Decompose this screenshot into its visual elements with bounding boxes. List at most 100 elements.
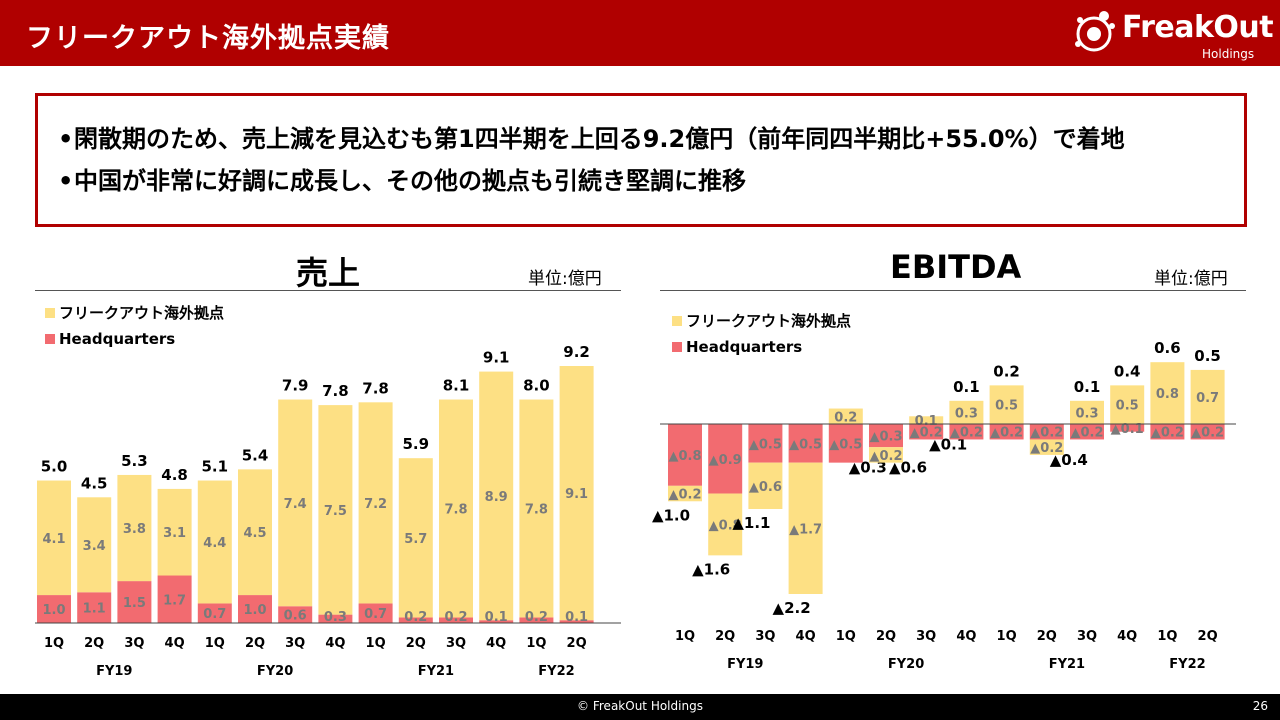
sales-label-overseas: 8.9 <box>485 490 508 505</box>
ebitda-tick-label: 4Q <box>1117 629 1137 644</box>
sales-bar-overseas <box>238 469 272 596</box>
ebitda-tick-label: 4Q <box>956 629 976 644</box>
freakout-logo: FreakOut Holdings <box>1072 6 1274 62</box>
ebitda-label-hq: ▲0.1 <box>1111 422 1144 437</box>
sales-tick-label: 1Q <box>44 636 64 651</box>
ebitda-bar-hq <box>949 424 984 440</box>
sales-tick-label: 4Q <box>165 636 185 651</box>
sales-label-overseas: 5.7 <box>404 532 427 547</box>
sales-tick-label: 2Q <box>406 636 426 651</box>
sales-unit-label: 単位:億円 <box>528 269 602 289</box>
sales-chart-title: 売上 <box>296 254 361 292</box>
sales-tick-label: 3Q <box>446 636 466 651</box>
sales-legend-overseas: フリークアウト海外拠点 <box>45 302 224 323</box>
ebitda-bar-overseas <box>989 385 1024 424</box>
sales-bar-hq <box>398 617 433 623</box>
ebitda-total-label: 0.1 <box>953 378 980 396</box>
sales-bar-hq <box>439 617 473 623</box>
sales-bar-overseas <box>439 399 473 618</box>
ebitda-total-label: 0.4 <box>1114 362 1141 380</box>
sales-total-label: 7.8 <box>362 379 389 397</box>
footer-bar: © FreakOut Holdings 26 <box>0 694 1280 720</box>
ebitda-label-hq: ▲0.9 <box>709 453 742 468</box>
sales-label-overseas: 9.1 <box>565 487 588 502</box>
ebitda-tick-label: 3Q <box>916 629 936 644</box>
logo-brand-text: FreakOut <box>1122 10 1274 45</box>
ebitda-bar-overseas <box>668 485 702 502</box>
sales-bar-overseas <box>117 474 152 582</box>
sales-total-label: 4.8 <box>161 466 188 484</box>
ebitda-total-label: ▲0.3 <box>849 459 887 477</box>
ebitda-tick-label: 2Q <box>1037 629 1057 644</box>
legend-swatch-hq <box>45 334 55 344</box>
sales-total-label: 8.1 <box>443 377 470 395</box>
ebitda-tick-label: 2Q <box>876 629 896 644</box>
ebitda-bar-hq <box>1070 424 1104 440</box>
sales-bar-overseas <box>559 366 594 621</box>
ebitda-tick-label: 3Q <box>1077 629 1097 644</box>
sales-bar-overseas <box>157 488 192 576</box>
sales-bar-overseas <box>398 458 433 618</box>
legend-swatch-overseas <box>672 315 682 326</box>
ebitda-total-label: ▲0.1 <box>929 435 967 453</box>
sales-total-label: 5.3 <box>121 452 148 470</box>
sales-label-hq: 0.3 <box>324 610 347 625</box>
ebitda-label-overseas: ▲0.8 <box>709 518 742 533</box>
ebitda-bar-hq <box>668 424 702 486</box>
sales-label-overseas: 3.4 <box>83 539 106 554</box>
page-number: 26 <box>1252 699 1268 713</box>
sales-label-hq: 0.2 <box>404 610 427 625</box>
sales-total-label: 5.0 <box>41 458 68 476</box>
sales-label-hq: 0.2 <box>525 610 548 625</box>
sales-bar-overseas <box>479 371 514 621</box>
sales-bar-hq <box>117 581 152 623</box>
ebitda-bar-overseas <box>1029 439 1064 455</box>
sales-tick-label: 3Q <box>124 636 144 651</box>
sales-bar-hq <box>37 595 71 623</box>
sales-total-label: 9.2 <box>563 343 590 361</box>
ebitda-bar-overseas <box>708 493 743 556</box>
ebitda-bar-overseas <box>909 416 944 424</box>
sales-label-overseas: 3.8 <box>123 522 146 537</box>
ebitda-total-label: 0.6 <box>1154 339 1181 357</box>
ebitda-bar-overseas <box>1110 385 1145 424</box>
page-title: フリークアウト海外拠点実績 <box>26 23 390 54</box>
ebitda-tick-label: 1Q <box>1157 629 1177 644</box>
ebitda-legend-overseas: フリークアウト海外拠点 <box>672 310 851 331</box>
ebitda-bar-hq <box>869 424 903 448</box>
sales-label-hq: 0.1 <box>565 610 588 625</box>
ebitda-label-overseas: 0.3 <box>1075 406 1098 421</box>
sales-label-overseas: 7.8 <box>444 502 467 517</box>
ebitda-total-label: 0.5 <box>1194 347 1221 365</box>
sales-tick-label: 3Q <box>285 636 305 651</box>
sales-label-overseas: 4.5 <box>243 526 266 541</box>
ebitda-bar-hq <box>788 424 823 463</box>
ebitda-label-hq: ▲0.2 <box>990 426 1023 441</box>
ebitda-total-label: ▲0.6 <box>889 459 927 477</box>
sales-fiscal-year-label: FY22 <box>538 664 574 679</box>
ebitda-total-label: ▲1.6 <box>692 560 730 578</box>
sales-legend-hq: Headquarters <box>45 330 175 348</box>
sales-total-label: 9.1 <box>483 349 510 367</box>
sales-bar-overseas <box>519 399 554 618</box>
ebitda-label-hq: ▲0.8 <box>668 449 701 464</box>
sales-bar-hq <box>197 603 232 623</box>
ebitda-bar-overseas <box>748 462 783 509</box>
ebitda-label-hq: ▲0.2 <box>1191 426 1224 441</box>
ebitda-label-hq: ▲0.5 <box>789 437 822 452</box>
ebitda-label-overseas: 0.5 <box>995 399 1018 414</box>
ebitda-tick-label: 3Q <box>755 629 775 644</box>
sales-total-label: 7.9 <box>282 377 309 395</box>
ebitda-label-overseas: 0.5 <box>1116 399 1139 414</box>
sales-bar-overseas <box>77 497 112 593</box>
sales-label-hq: 0.7 <box>364 607 387 622</box>
sales-label-overseas: 7.2 <box>364 497 387 512</box>
legend-swatch-hq <box>672 342 682 352</box>
sales-bar-hq <box>519 617 554 623</box>
ebitda-bar-hq <box>1150 424 1185 440</box>
ebitda-bar-overseas <box>1070 400 1104 424</box>
ebitda-label-overseas: ▲0.2 <box>869 449 902 464</box>
ebitda-label-hq: ▲0.2 <box>950 426 983 441</box>
ebitda-label-hq: ▲0.2 <box>910 426 943 441</box>
ebitda-label-hq: ▲0.3 <box>869 430 902 445</box>
